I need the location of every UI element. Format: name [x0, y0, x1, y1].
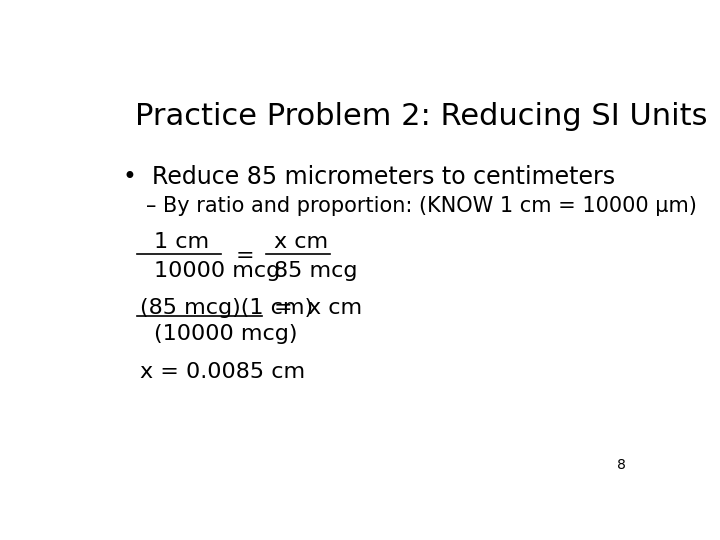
Text: (10000 mcg): (10000 mcg) [154, 324, 297, 344]
Text: •  Reduce 85 micrometers to centimeters: • Reduce 85 micrometers to centimeters [124, 165, 616, 188]
Text: 8: 8 [617, 458, 626, 472]
Text: 1 cm: 1 cm [154, 232, 210, 252]
Text: x cm: x cm [307, 298, 361, 318]
Text: =: = [273, 298, 292, 318]
Text: Practice Problem 2: Reducing SI Units: Practice Problem 2: Reducing SI Units [135, 102, 707, 131]
Text: =: = [236, 246, 254, 266]
Text: x = 0.0085 cm: x = 0.0085 cm [140, 362, 305, 382]
Text: (85 mcg)(1 cm): (85 mcg)(1 cm) [140, 298, 313, 318]
Text: – By ratio and proportion: (KNOW 1 cm = 10000 μm): – By ratio and proportion: (KNOW 1 cm = … [145, 196, 697, 216]
Text: 10000 mcg: 10000 mcg [154, 261, 280, 281]
Text: 85 mcg: 85 mcg [274, 261, 358, 281]
Text: x cm: x cm [274, 232, 328, 252]
